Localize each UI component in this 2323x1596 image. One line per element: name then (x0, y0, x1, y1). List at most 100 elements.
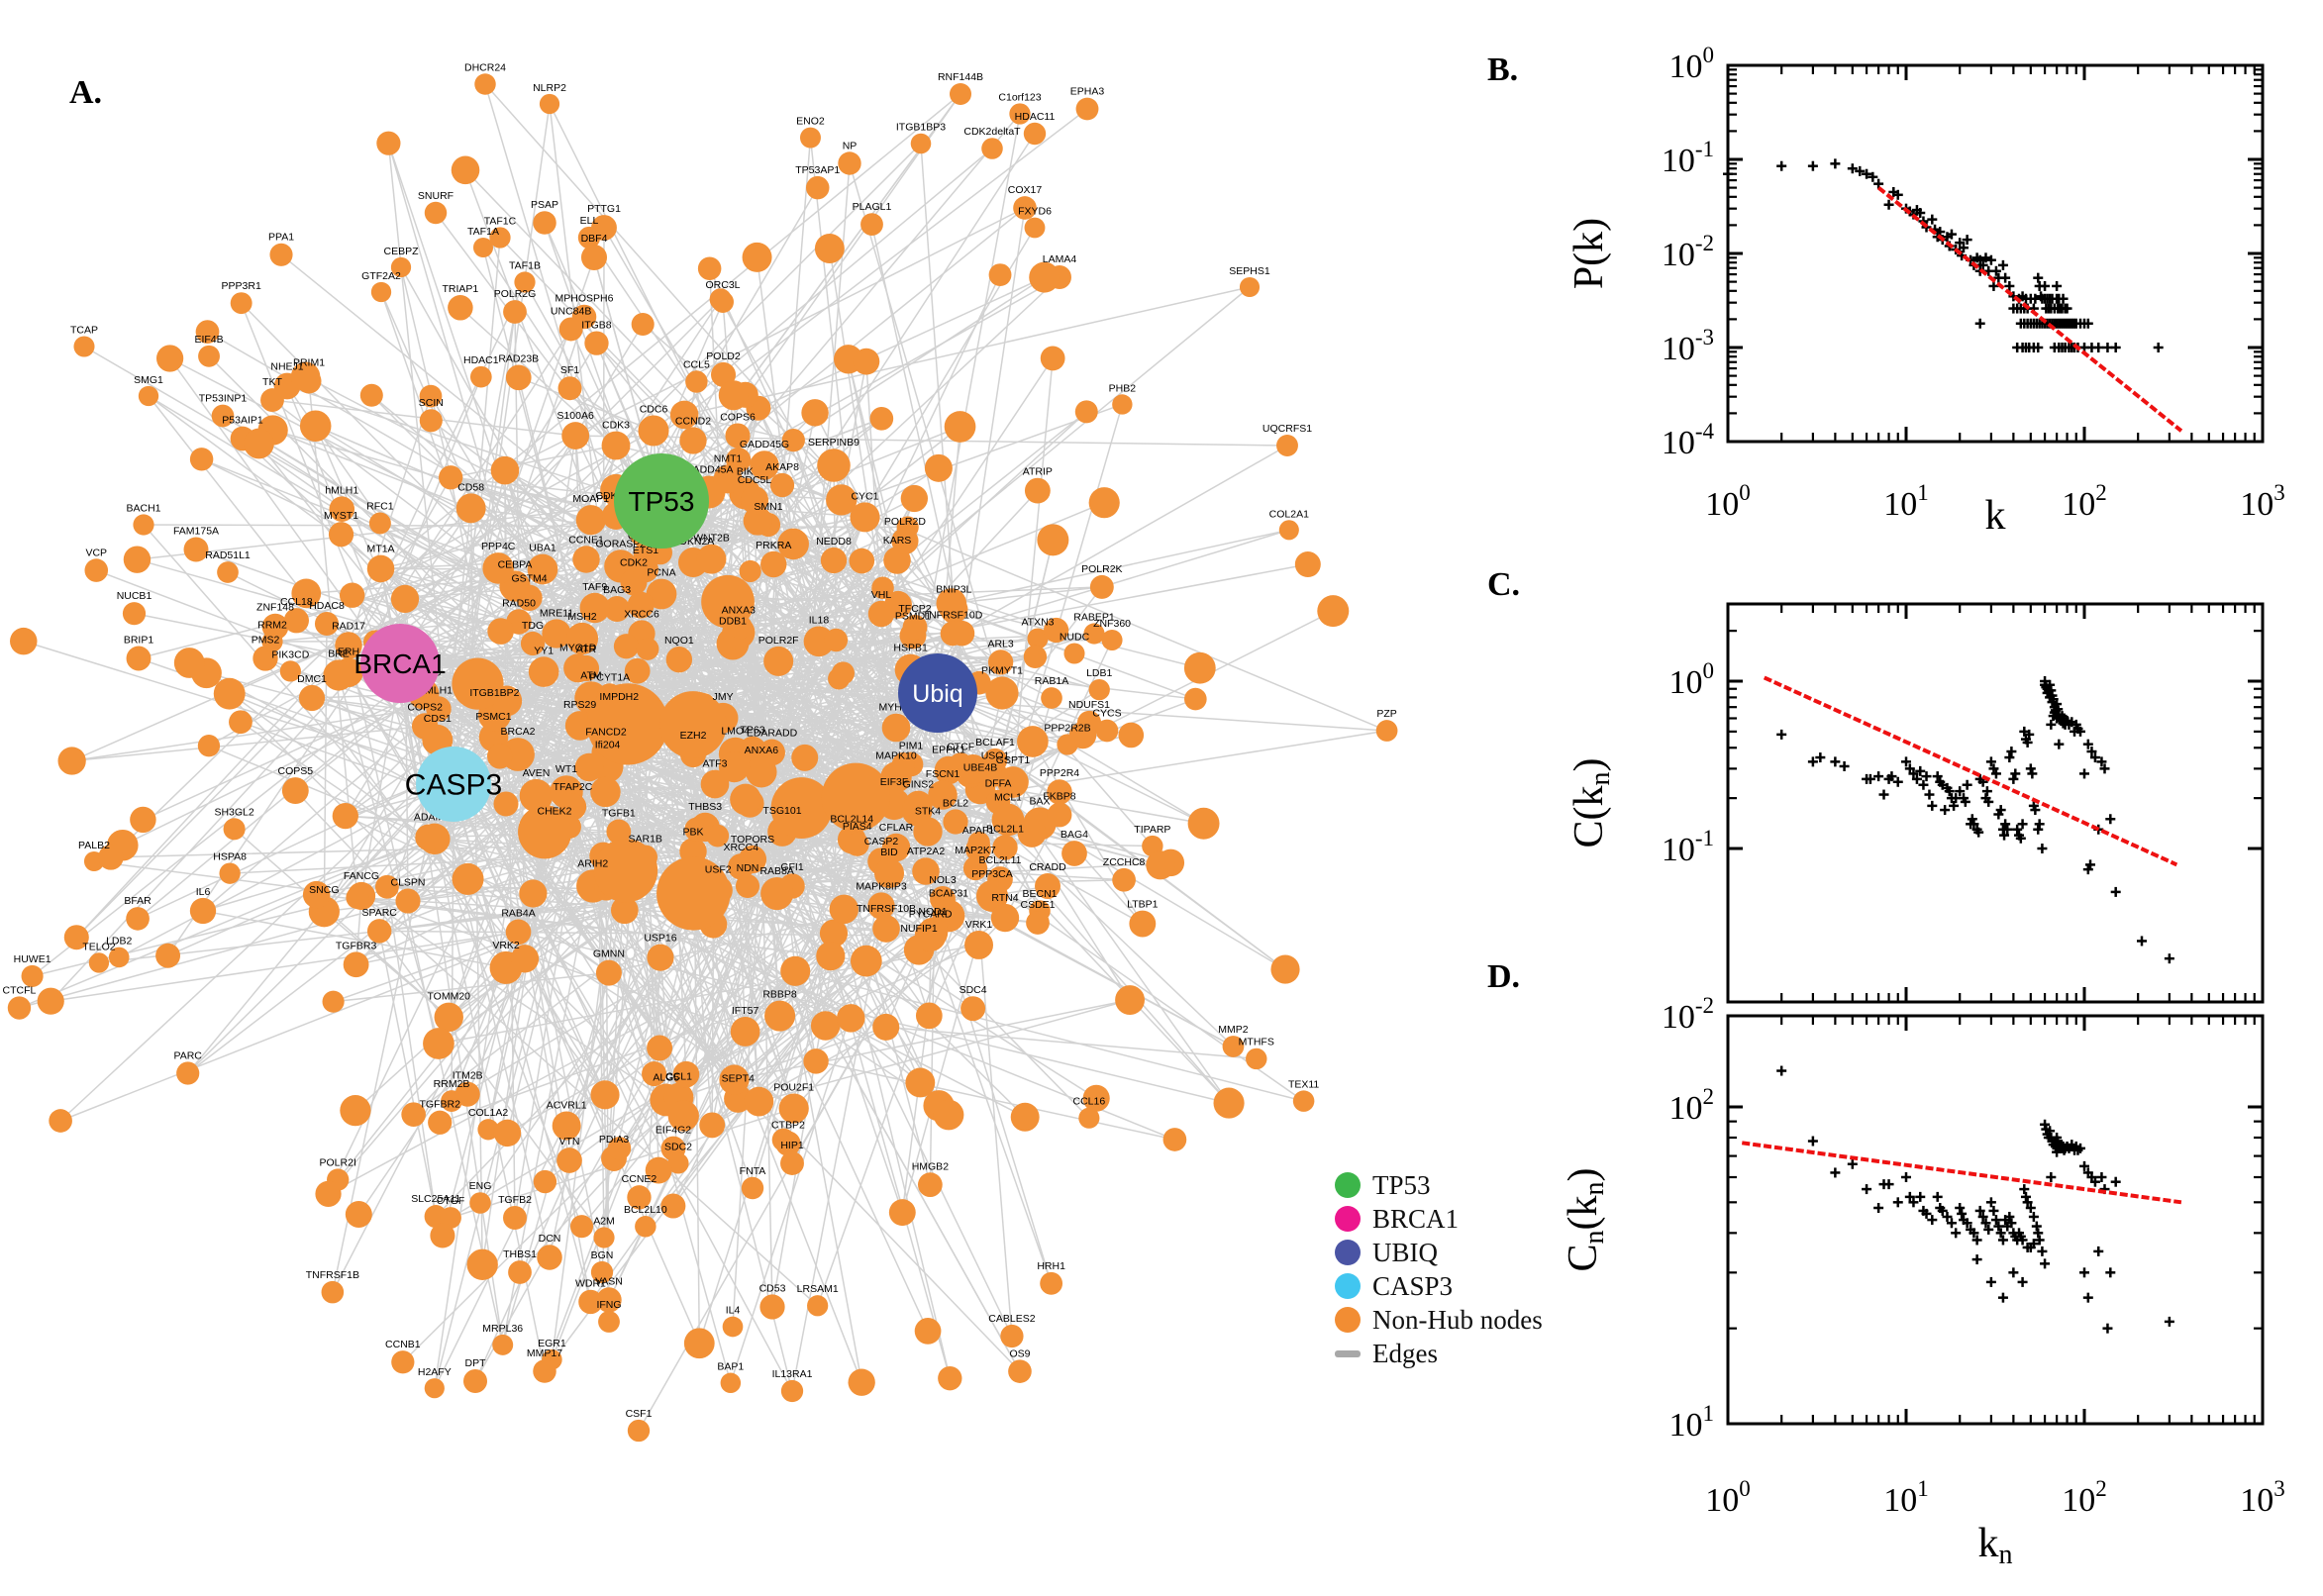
non-hub-node (283, 608, 309, 634)
non-hub-node (964, 930, 994, 959)
node-label: CEBPZ (383, 246, 419, 257)
non-hub-node (667, 1100, 699, 1132)
node-label: FAM175A (173, 526, 219, 538)
node-label: BCLAF1 (975, 737, 1015, 748)
non-hub-node (510, 945, 540, 973)
non-hub-node (448, 295, 473, 321)
tick-label: 10-4 (1662, 419, 1715, 461)
non-hub-node (156, 345, 184, 372)
non-hub-node (860, 213, 883, 237)
fit-line (1763, 675, 2178, 867)
non-hub-node (49, 1109, 72, 1133)
non-hub-node (493, 1119, 522, 1147)
node-label: CCL18 (280, 596, 313, 608)
node-label: PTTG1 (587, 203, 621, 215)
non-hub-node (508, 1260, 532, 1284)
node-label: DPT (465, 1357, 487, 1369)
tick-label: 101 (1883, 1476, 1929, 1519)
non-hub-node (595, 959, 622, 986)
node-label: USF2 (705, 864, 732, 876)
tick-label: 102 (1669, 1084, 1715, 1127)
non-hub-node (872, 915, 900, 943)
node-label: CDC6 (640, 403, 668, 415)
non-hub-node (570, 1215, 594, 1239)
non-hub-node (881, 713, 911, 743)
node-label: WT1 (556, 763, 577, 775)
non-hub-node (1023, 645, 1048, 669)
non-hub-node (374, 874, 399, 899)
tick-label: 10-3 (1662, 325, 1714, 367)
tick-label: 10-2 (1662, 231, 1714, 273)
non-hub-node (230, 292, 252, 315)
y-axis-title-b: P(k) (1566, 218, 1612, 289)
non-hub-node (606, 819, 632, 845)
non-hub-node (434, 1002, 463, 1033)
non-hub-node (888, 1199, 916, 1227)
non-hub-node (814, 234, 845, 263)
non-hub-node (831, 661, 856, 685)
non-hub-node (949, 82, 972, 106)
non-hub-node (574, 752, 604, 782)
non-hub-node (1375, 720, 1398, 742)
non-hub-node (820, 547, 848, 574)
non-hub-node (700, 769, 730, 799)
node-label: XRCC4 (723, 842, 758, 853)
node-label: EZH2 (680, 730, 707, 742)
node-label: RRM2B (434, 1078, 470, 1090)
non-hub-node (685, 370, 708, 393)
non-hub-node (1068, 721, 1097, 749)
node-label: ALG5 (653, 1072, 679, 1084)
node-label: TAF1A (467, 226, 499, 238)
node-label: GFI1 (780, 861, 803, 873)
non-hub-node (590, 1260, 614, 1284)
hub-node-ubiq (898, 653, 977, 733)
non-hub-node (477, 1119, 499, 1141)
node-label: ZNF148 (256, 602, 294, 614)
non-hub-node (613, 634, 640, 659)
non-hub-node (1029, 261, 1060, 293)
node-label: EPHA3 (1070, 86, 1105, 98)
non-hub-node (1063, 643, 1085, 664)
non-hub-node (519, 879, 548, 908)
non-hub-node (750, 450, 779, 480)
node-label: GTF2A2 (361, 270, 401, 282)
node-label: PPP2R4 (1040, 767, 1079, 779)
y-axis-title-c: C(kn​) (1566, 758, 1616, 848)
node-label: UBA1 (529, 543, 556, 554)
non-hub-node (520, 631, 546, 656)
node-label: MAPK10 (875, 749, 917, 761)
node-label: MAP2K7 (955, 845, 996, 856)
non-hub-node (981, 138, 1003, 159)
non-hub-node (627, 1419, 651, 1443)
node-label: NUDC (1060, 631, 1090, 643)
legend-item-label: BRCA1 (1372, 1203, 1460, 1234)
node-label: CDS1 (424, 713, 452, 725)
node-label: TNFRSF10D (923, 610, 983, 622)
non-hub-node (1088, 678, 1110, 701)
node-label: PPP3R1 (222, 280, 261, 292)
non-hub-node (806, 175, 830, 200)
node-label: NDUFS1 (1068, 699, 1110, 711)
node-label: RAB4A (501, 908, 535, 920)
node-label: MPHOSPH6 (556, 293, 614, 305)
node-label: IMPDH2 (599, 691, 639, 703)
non-hub-node (684, 817, 709, 843)
non-hub-node (771, 1128, 795, 1151)
plot-b: 100 10-1 10-2 10-3 10-4 100 101 102 103 P(k) k (1566, 43, 2285, 539)
node-label: NUFIP1 (900, 923, 938, 935)
non-hub-node (195, 320, 220, 345)
non-hub-node (469, 365, 492, 388)
non-hub-node (1017, 726, 1049, 757)
non-hub-node (197, 735, 221, 757)
non-hub-node (924, 453, 953, 482)
non-hub-node (281, 777, 309, 805)
non-hub-node (321, 1280, 345, 1304)
non-hub-node (482, 552, 514, 584)
non-hub-node (219, 862, 241, 884)
node-label: TFCP2 (898, 603, 931, 615)
non-hub-node (423, 1028, 454, 1059)
non-hub-node (850, 945, 882, 977)
non-hub-node (1184, 687, 1207, 711)
non-hub-node (699, 1112, 726, 1139)
node-label: GINS2 (903, 779, 935, 791)
